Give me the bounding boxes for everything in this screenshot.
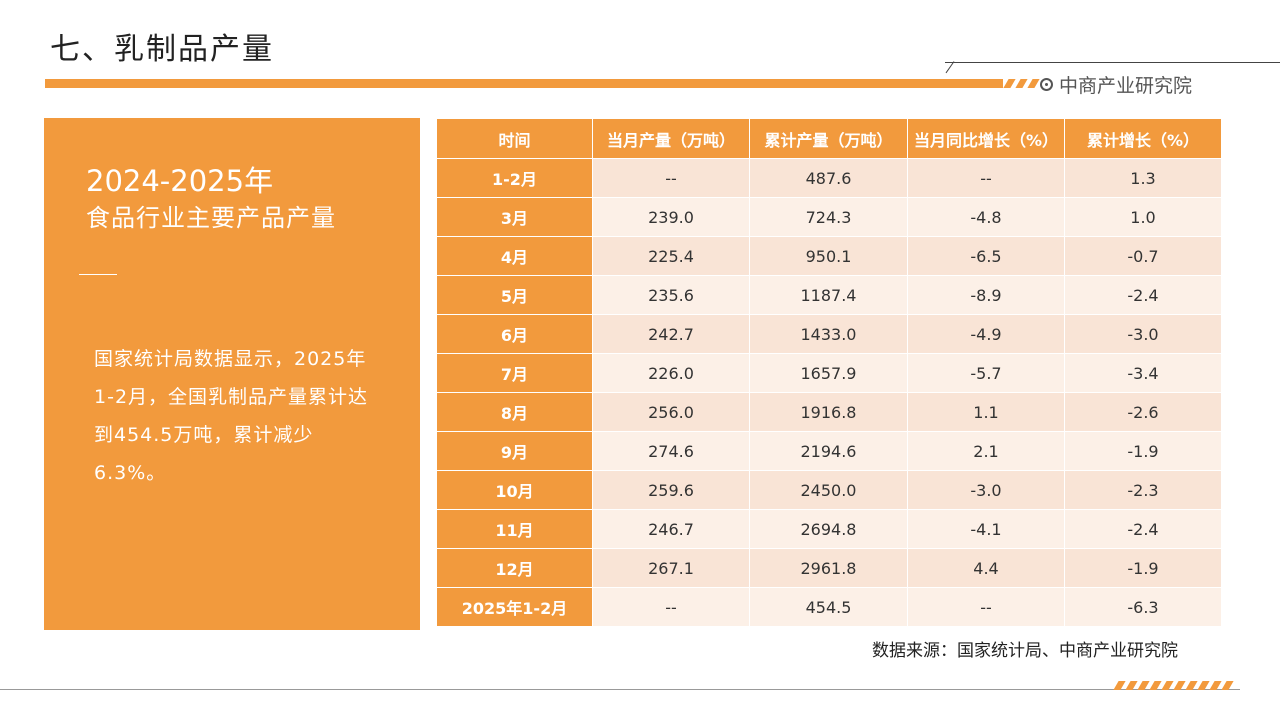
brand-divider-line: [945, 62, 1280, 63]
table-cell: 259.6: [592, 470, 750, 510]
footer-stripes-decoration: [1113, 681, 1234, 690]
table-cell: --: [592, 587, 750, 627]
header-monthly-output: 当月产量（万吨）: [592, 118, 750, 159]
table-cell: 1.1: [907, 392, 1065, 432]
table-cell: -5.7: [907, 353, 1065, 393]
table-cell: --: [907, 158, 1065, 198]
table-cell: 226.0: [592, 353, 750, 393]
table-cell: -3.0: [907, 470, 1065, 510]
table-cell: 487.6: [749, 158, 908, 198]
table-cell: -4.1: [907, 509, 1065, 549]
table-row: 12月 267.1 2961.8 4.4 -1.9: [436, 548, 1222, 588]
table-cell: 235.6: [592, 275, 750, 315]
panel-year: 2024-2025年: [86, 164, 274, 198]
header-time: 时间: [436, 118, 593, 159]
panel-paragraph: 国家统计局数据显示，2025年1-2月，全国乳制品产量累计达到454.5万吨，累…: [94, 348, 369, 484]
table-row: 9月 274.6 2194.6 2.1 -1.9: [436, 431, 1222, 471]
row-period: 1-2月: [436, 158, 593, 198]
table-cell: 2694.8: [749, 509, 908, 549]
table-row: 3月 239.0 724.3 -4.8 1.0: [436, 197, 1222, 237]
table-cell: -1.9: [1064, 431, 1222, 471]
table-cell: 724.3: [749, 197, 908, 237]
table-cell: 239.0: [592, 197, 750, 237]
row-period: 4月: [436, 236, 593, 276]
footer-line: [0, 689, 1240, 690]
table-cell: -2.4: [1064, 509, 1222, 549]
table-cell: 950.1: [749, 236, 908, 276]
table-row: 5月 235.6 1187.4 -8.9 -2.4: [436, 275, 1222, 315]
row-period: 5月: [436, 275, 593, 315]
row-period: 6月: [436, 314, 593, 354]
table-cell: 1433.0: [749, 314, 908, 354]
table-cell: -0.7: [1064, 236, 1222, 276]
row-period: 8月: [436, 392, 593, 432]
table-cell: 246.7: [592, 509, 750, 549]
table-cell: -8.9: [907, 275, 1065, 315]
page-title: 七、乳制品产量: [50, 32, 274, 67]
table-cell: 4.4: [907, 548, 1065, 588]
summary-panel: 2024-2025年 食品行业主要产品产量 国家统计局数据显示，2025年1-2…: [44, 118, 420, 630]
table-cell: -3.4: [1064, 353, 1222, 393]
title-underline-bar: [45, 79, 1003, 88]
table-cell: 225.4: [592, 236, 750, 276]
table-cell: -6.5: [907, 236, 1065, 276]
table-cell: 1657.9: [749, 353, 908, 393]
table-cell: -6.3: [1064, 587, 1222, 627]
table-cell: -2.6: [1064, 392, 1222, 432]
table-row: 11月 246.7 2694.8 -4.1 -2.4: [436, 509, 1222, 549]
table-cell: --: [907, 587, 1065, 627]
panel-subtitle: 食品行业主要产品产量: [86, 204, 336, 232]
table-row: 7月 226.0 1657.9 -5.7 -3.4: [436, 353, 1222, 393]
table-cell: -1.9: [1064, 548, 1222, 588]
table-cell: 2450.0: [749, 470, 908, 510]
table-cell: 1.0: [1064, 197, 1222, 237]
table-cell: 1.3: [1064, 158, 1222, 198]
table-cell: -2.3: [1064, 470, 1222, 510]
header-cumulative-growth: 累计增长（%）: [1064, 118, 1222, 159]
row-period: 7月: [436, 353, 593, 393]
production-table: 时间 当月产量（万吨） 累计产量（万吨） 当月同比增长（%） 累计增长（%） 1…: [436, 118, 1222, 627]
table-row: 2025年1-2月 -- 454.5 -- -6.3: [436, 587, 1222, 627]
table-cell: 2961.8: [749, 548, 908, 588]
header-stripes-decoration: [1003, 79, 1040, 88]
target-icon: [1040, 77, 1053, 91]
brand-name: 中商产业研究院: [1059, 74, 1193, 97]
table-row: 1-2月 -- 487.6 -- 1.3: [436, 158, 1222, 198]
table-cell: 274.6: [592, 431, 750, 471]
table-cell: 242.7: [592, 314, 750, 354]
data-source: 数据来源：国家统计局、中商产业研究院: [872, 641, 1178, 661]
table-cell: 454.5: [749, 587, 908, 627]
table-cell: 1916.8: [749, 392, 908, 432]
row-period: 9月: [436, 431, 593, 471]
brand-divider-slash: [945, 61, 955, 74]
table-cell: 2.1: [907, 431, 1065, 471]
table-cell: 2194.6: [749, 431, 908, 471]
table-row: 8月 256.0 1916.8 1.1 -2.6: [436, 392, 1222, 432]
header-monthly-yoy: 当月同比增长（%）: [907, 118, 1065, 159]
table-row: 10月 259.6 2450.0 -3.0 -2.3: [436, 470, 1222, 510]
header-cumulative-output: 累计产量（万吨）: [749, 118, 908, 159]
row-period: 12月: [436, 548, 593, 588]
table-cell: -4.9: [907, 314, 1065, 354]
table-cell: --: [592, 158, 750, 198]
table-cell: -4.8: [907, 197, 1065, 237]
row-period: 2025年1-2月: [436, 587, 593, 627]
row-period: 11月: [436, 509, 593, 549]
row-period: 10月: [436, 470, 593, 510]
table-cell: 256.0: [592, 392, 750, 432]
table-header-row: 时间 当月产量（万吨） 累计产量（万吨） 当月同比增长（%） 累计增长（%）: [436, 118, 1222, 159]
brand-logo: 中商产业研究院: [1040, 71, 1192, 97]
panel-divider: [79, 274, 117, 275]
row-period: 3月: [436, 197, 593, 237]
table-cell: -2.4: [1064, 275, 1222, 315]
table-cell: 1187.4: [749, 275, 908, 315]
table-cell: 267.1: [592, 548, 750, 588]
table-cell: -3.0: [1064, 314, 1222, 354]
table-row: 4月 225.4 950.1 -6.5 -0.7: [436, 236, 1222, 276]
table-row: 6月 242.7 1433.0 -4.9 -3.0: [436, 314, 1222, 354]
